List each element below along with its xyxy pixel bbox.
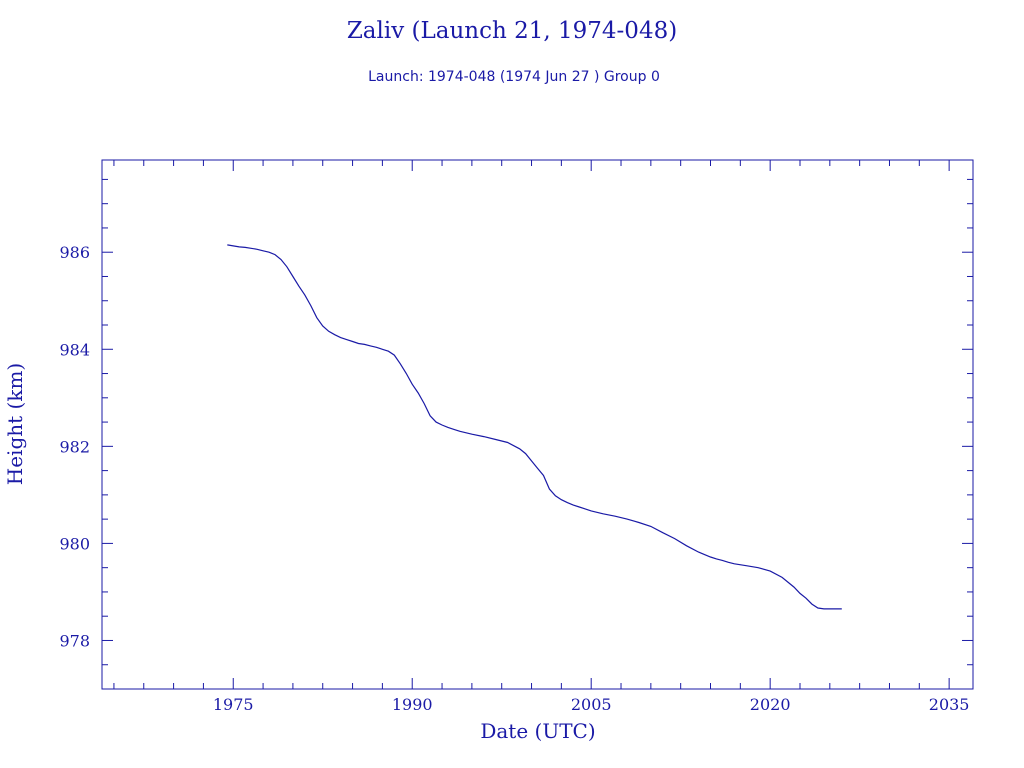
plot-frame [101, 159, 974, 690]
y-tick-label: 986 [59, 243, 90, 262]
y-tick-label: 984 [59, 340, 90, 359]
x-tick-label: 1975 [213, 695, 254, 714]
y-axis-label: Height (km) [3, 363, 27, 485]
y-tick-label: 982 [59, 437, 90, 456]
chart-subtitle: Launch: 1974-048 (1974 Jun 27 ) Group 0 [368, 69, 660, 85]
x-tick-label: 2035 [929, 695, 970, 714]
height-series-line [227, 244, 842, 610]
x-tick-label: 2020 [750, 695, 791, 714]
x-tick-label: 1990 [392, 695, 433, 714]
axis-tick-labels: 1975 1990 2005 2020 2035 978 980 982 984 986 [59, 243, 969, 714]
axis-ticks [102, 160, 973, 690]
x-tick-label: 2005 [571, 695, 612, 714]
y-tick-label: 980 [59, 534, 90, 553]
y-tick-label: 978 [59, 631, 90, 650]
chart-title: Zaliv (Launch 21, 1974-048) [347, 18, 677, 44]
x-axis-label: Date (UTC) [480, 719, 595, 743]
